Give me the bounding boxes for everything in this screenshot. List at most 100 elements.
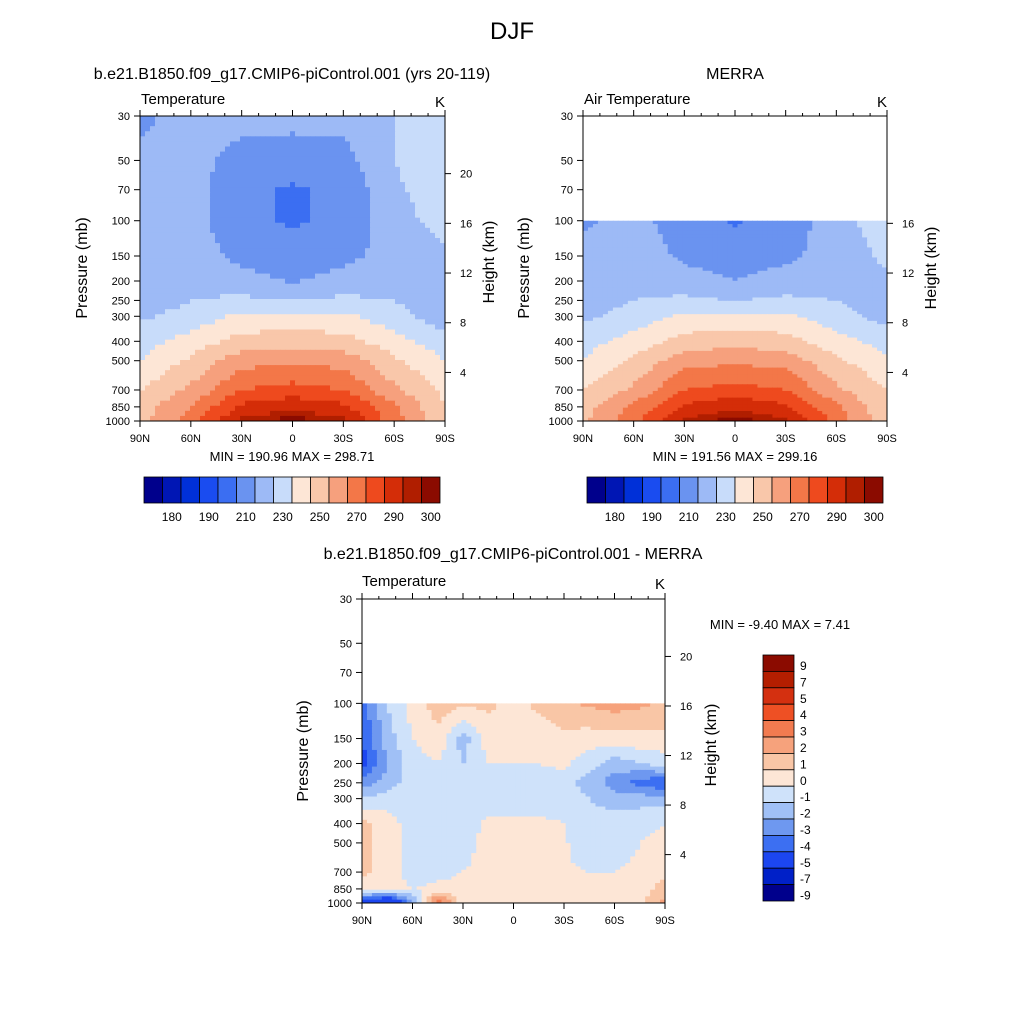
contour-cell [185,395,191,402]
contour-cell [747,254,754,259]
contour-cell [150,207,156,214]
contour-cell [762,230,768,235]
contour-cell [687,244,694,249]
contour-cell [335,227,341,234]
contour-cell [160,349,166,356]
contour-cell [295,146,301,153]
contour-cell [310,354,316,361]
contour-cell [195,182,201,188]
contour-cell [145,334,151,341]
contour-cell [275,166,281,173]
contour-cell [200,415,206,421]
contour-cell [300,146,306,153]
contour-cell [340,390,346,397]
contour-cell [587,244,594,249]
contour-cell [430,314,436,320]
contour-cell [727,257,734,262]
contour-cell [597,270,604,275]
contour-cell [240,187,246,193]
contour-cell [185,227,191,234]
contour-cell [822,234,828,239]
contour-cell [200,400,206,407]
contour-cell [395,375,401,381]
contour-cell [440,293,445,300]
contour-cell [270,344,276,351]
contour-cell [255,136,261,143]
contour-cell [677,227,684,232]
contour-cell [210,238,216,244]
contour-cell [190,171,196,178]
contour-cell [802,220,808,225]
contour-cell [210,222,216,229]
contour-cell [155,187,161,193]
contour-cell [265,354,271,361]
contour-cell [822,244,828,249]
contour-cell [245,329,251,336]
contour-cell [310,141,316,148]
contour-cell [205,131,211,137]
contour-cell [250,171,256,178]
contour-cell [370,268,376,275]
contour-cell [632,264,639,269]
contour-cell [230,202,236,209]
contour-cell [737,247,744,252]
contour-cell [235,375,241,381]
contour-cell [215,217,221,224]
colorbar-swatch [143,476,163,504]
contour-cell [305,405,311,412]
contour-cell [395,354,401,361]
contour-cell [265,187,271,193]
contour-cell [190,309,196,315]
contour-cell [145,354,151,361]
contour-cell [622,220,629,225]
contour-cell [350,202,356,209]
contour-cell [410,283,416,290]
contour-cell [190,248,196,254]
contour-cell [235,390,241,397]
contour-cell [647,220,654,225]
contour-cell [647,244,654,249]
contour-cell [370,395,376,402]
contour-cell [847,244,853,249]
contour-cell [360,400,366,407]
contour-cell [275,141,281,148]
contour-cell [632,260,639,265]
contour-cell [235,283,241,290]
contour-cell [807,244,813,249]
contour-cell [160,288,166,295]
contour-cell [440,385,445,392]
contour-cell [190,192,196,198]
contour-cell [215,126,221,132]
contour-cell [280,121,286,127]
contour-cell [762,260,768,265]
contour-cell [622,237,629,242]
contour-cell [310,360,316,366]
contour-cell [752,254,759,259]
contour-cell [305,227,311,234]
contour-cell [350,410,356,417]
contour-cell [355,273,361,280]
contour-cell [360,268,366,275]
contour-cell [270,283,276,290]
contour-cell [280,212,286,219]
contour-cell [310,126,316,132]
contour-cell [827,284,833,289]
contour-cell [215,268,221,275]
contour-cell [762,244,768,249]
contour-cell [430,395,436,402]
contour-cell [240,136,246,143]
contour-cell [190,217,196,224]
contour-cell [140,324,146,331]
contour-cell [390,253,396,259]
contour-cell [310,156,316,163]
contour-cell [425,238,431,244]
contour-cell [622,264,629,269]
contour-cell [155,410,161,417]
contour-cell [667,247,674,252]
contour-cell [400,232,406,239]
contour-cell [380,319,386,326]
contour-cell [320,370,326,376]
contour-cell [400,365,406,371]
contour-cell [867,237,873,242]
contour-cell [405,324,411,331]
